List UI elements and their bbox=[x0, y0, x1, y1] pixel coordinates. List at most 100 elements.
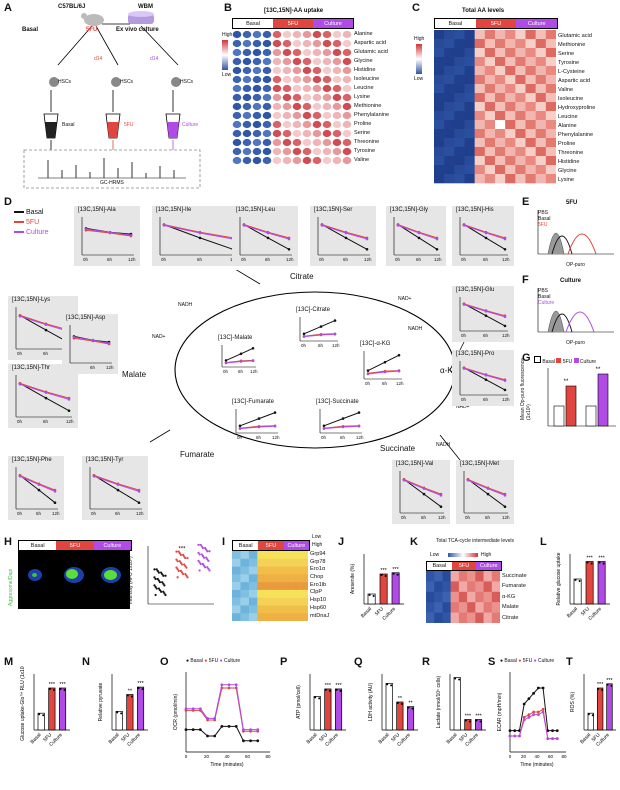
mini-series-point bbox=[224, 359, 228, 362]
mini-x-tick: 0h bbox=[83, 257, 89, 262]
uptake-bubble bbox=[292, 102, 302, 111]
mini-series-point bbox=[344, 236, 348, 240]
micrograph-basal bbox=[18, 551, 55, 609]
k-heat-cell bbox=[458, 602, 468, 613]
uptake-bubble bbox=[322, 93, 332, 102]
heat-cell bbox=[434, 30, 445, 40]
h-point bbox=[185, 566, 188, 569]
heat-cell bbox=[454, 75, 465, 85]
i-heat-cell bbox=[299, 551, 308, 560]
micrograph-5fu bbox=[56, 551, 93, 609]
b-row: Valine bbox=[354, 157, 370, 163]
bar bbox=[58, 687, 67, 731]
i-heat-cell bbox=[257, 582, 267, 591]
h-point bbox=[198, 569, 201, 572]
bar-sig: ** bbox=[408, 701, 413, 707]
h-point bbox=[154, 585, 157, 589]
mini-plot-axes bbox=[235, 409, 278, 434]
i-heat-cell bbox=[240, 605, 250, 614]
line-y-label: ECAR (mpH/min) bbox=[497, 692, 503, 731]
uptake-bubble bbox=[302, 111, 312, 120]
mini-series-line bbox=[85, 228, 132, 236]
uptake-bubble bbox=[262, 48, 272, 57]
heat-cell bbox=[464, 93, 475, 103]
heat-cell bbox=[545, 75, 556, 85]
uptake-bubble bbox=[302, 84, 312, 93]
b-row: Lysine bbox=[354, 94, 370, 100]
heat-cell bbox=[495, 156, 506, 166]
heat-cell bbox=[454, 165, 465, 175]
hist-treated bbox=[567, 233, 597, 255]
mini-plot-title: [13C,15N]-Met bbox=[460, 461, 500, 467]
mini-plot-val: [13C,15N]-Val 0h 6h 12h bbox=[392, 460, 450, 524]
panel-c-low: Low bbox=[414, 76, 424, 82]
bar-category: Basal bbox=[306, 732, 319, 745]
bar-point bbox=[407, 706, 410, 709]
bar-point bbox=[606, 683, 609, 686]
heat-cell bbox=[535, 120, 547, 130]
h-point bbox=[183, 563, 186, 566]
bar bbox=[136, 686, 145, 731]
mini-x-tick: 6h bbox=[318, 343, 324, 348]
mini-series-point bbox=[422, 487, 426, 490]
heat-cell bbox=[515, 165, 526, 175]
mini-x-tick: 12h bbox=[502, 397, 510, 402]
uptake-bubble bbox=[342, 84, 352, 93]
h-point bbox=[162, 582, 165, 585]
h-point bbox=[176, 576, 179, 579]
panel-b-culture: Culture bbox=[313, 19, 353, 28]
mini-series-line bbox=[463, 303, 506, 317]
uptake-bubble bbox=[342, 111, 352, 120]
mini-plot-title: [13C]-Fumarate bbox=[232, 399, 275, 405]
f-leg-basal: Basal bbox=[538, 294, 551, 300]
line-point bbox=[206, 717, 209, 720]
bar-point bbox=[328, 689, 331, 692]
mini-series-point bbox=[44, 391, 48, 394]
mini-series-line bbox=[323, 412, 360, 427]
heat-cell bbox=[515, 57, 526, 67]
bar bbox=[606, 683, 613, 731]
heat-cell bbox=[464, 30, 475, 40]
panel-h-stain: Aggresome/Dapi bbox=[8, 568, 14, 606]
line-x-tick: 80 bbox=[561, 754, 567, 759]
heat-cell bbox=[434, 165, 445, 175]
heat-cell bbox=[454, 30, 465, 40]
mini-series-point bbox=[503, 505, 507, 508]
c-row: Valine bbox=[558, 87, 574, 93]
k-heat-cell bbox=[491, 612, 500, 623]
heat-cell bbox=[484, 174, 496, 184]
mini-series-point bbox=[462, 224, 466, 227]
mini-plot-title: [13C,15N]-Glu bbox=[456, 287, 495, 293]
mini-x-tick: 12h bbox=[364, 257, 372, 262]
mini-plot-title: [13C,15N]-Val bbox=[396, 461, 434, 467]
i-heat-cell bbox=[240, 582, 250, 591]
uptake-bubble bbox=[312, 75, 322, 84]
uptake-bubble bbox=[272, 84, 282, 93]
heat-cell bbox=[454, 147, 465, 157]
uptake-bubble bbox=[272, 39, 282, 48]
heat-cell bbox=[434, 57, 445, 67]
bar bbox=[596, 687, 604, 731]
heat-cell bbox=[515, 39, 526, 49]
panel-b-low: Low bbox=[222, 72, 232, 78]
bar-point bbox=[130, 695, 133, 698]
mini-series-point bbox=[18, 474, 22, 478]
panel-k-low: Low bbox=[430, 552, 440, 558]
uptake-bubble bbox=[302, 129, 312, 138]
panel-letter-l: L bbox=[540, 536, 547, 548]
c-row: Histidine bbox=[558, 159, 580, 165]
mini-series-point bbox=[366, 372, 370, 376]
i-row: Chop bbox=[310, 574, 324, 581]
mini-series-point bbox=[129, 233, 133, 237]
g-bar bbox=[597, 373, 609, 427]
wbm-label: WBM bbox=[138, 4, 153, 10]
heat-cell bbox=[444, 57, 455, 67]
h-point bbox=[197, 559, 200, 562]
mini-plot-title: [13C,15N]-Phe bbox=[12, 457, 52, 463]
uptake-bubble bbox=[242, 111, 252, 120]
bar bbox=[464, 719, 472, 731]
uptake-bubble bbox=[262, 66, 272, 75]
i-heat-cell bbox=[257, 597, 267, 606]
bar-category: 5FU bbox=[390, 732, 401, 743]
mini-series-point bbox=[238, 424, 242, 428]
